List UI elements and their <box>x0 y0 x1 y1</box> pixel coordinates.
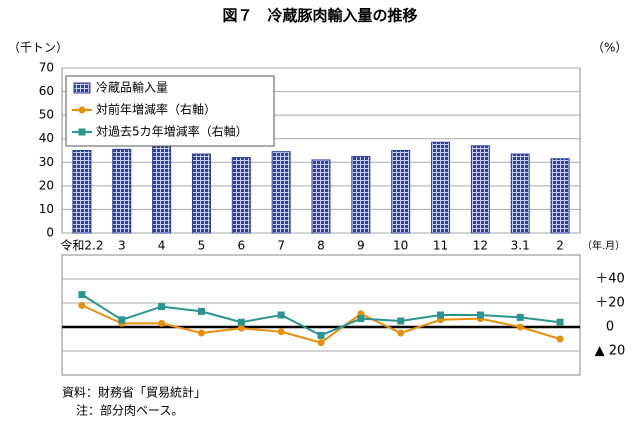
y-tick-label: 50 <box>39 108 54 122</box>
marker <box>158 319 166 327</box>
chart-title: 図７ 冷蔵豚肉輸入量の推移 <box>222 7 417 25</box>
x-tick-label: 5 <box>198 239 206 253</box>
legend-label: 対過去5カ年増減率（右軸） <box>96 124 248 139</box>
legend <box>65 75 275 147</box>
marker <box>317 339 325 347</box>
bar <box>231 157 251 234</box>
y2-tick-label: 0 <box>606 320 614 335</box>
x-axis-label: （年.月） <box>582 239 625 252</box>
marker <box>78 301 86 309</box>
marker <box>516 323 524 331</box>
y-tick-label: 20 <box>39 178 54 192</box>
bar <box>351 155 371 234</box>
y-tick-label: 70 <box>39 61 54 75</box>
x-tick-label: 10 <box>393 239 408 253</box>
bar <box>550 158 570 234</box>
x-tick-label: 2 <box>556 239 564 253</box>
x-tick-label: 3 <box>118 239 126 253</box>
marker <box>158 303 166 311</box>
marker <box>197 329 205 337</box>
marker <box>317 331 325 339</box>
bar <box>470 145 490 234</box>
legend-marker <box>78 128 86 136</box>
marker <box>237 318 245 326</box>
bar <box>391 150 411 234</box>
note: 注：部分肉ベース。 <box>76 403 183 418</box>
note: 資料：財務省「貿易統計」 <box>62 385 206 400</box>
bar <box>510 153 530 234</box>
bar <box>311 159 331 234</box>
x-tick-label: 12 <box>473 239 488 253</box>
marker <box>357 315 365 323</box>
marker <box>397 329 405 337</box>
marker <box>237 324 245 332</box>
marker <box>277 311 285 319</box>
y2-tick-label: ▲ 20 <box>595 344 626 359</box>
x-tick-label: 令和2.2 <box>60 238 103 253</box>
marker <box>516 313 524 321</box>
y-axis-label: （千トン） <box>8 41 68 55</box>
bar <box>271 151 291 234</box>
legend-label: 冷蔵品輸入量 <box>96 80 168 95</box>
y-tick-label: 0 <box>46 226 54 240</box>
bar <box>152 144 172 234</box>
y2-tick-label: ＋40 <box>595 272 625 287</box>
marker <box>397 317 405 325</box>
bar <box>72 150 92 234</box>
y2-tick-label: ＋20 <box>595 296 625 311</box>
x-tick-label: 9 <box>357 239 365 253</box>
marker <box>277 328 285 336</box>
marker <box>78 291 86 299</box>
x-tick-label: 4 <box>158 239 166 253</box>
bar <box>191 153 211 234</box>
y-tick-label: 30 <box>39 155 54 169</box>
marker <box>118 316 126 324</box>
plot-area <box>61 254 581 376</box>
marker <box>556 335 564 343</box>
marker <box>556 318 564 326</box>
y2-axis-label: （%） <box>592 41 627 55</box>
x-tick-label: 8 <box>317 239 325 253</box>
x-tick-label: 6 <box>237 239 245 253</box>
y-tick-label: 10 <box>39 202 54 216</box>
bar <box>431 141 451 234</box>
y-tick-label: 60 <box>39 84 54 98</box>
marker <box>437 311 445 319</box>
x-tick-label: 11 <box>433 239 448 253</box>
legend-swatch <box>73 82 91 94</box>
line <box>81 293 561 337</box>
legend-label: 対前年増減率（右軸） <box>96 102 216 117</box>
marker <box>197 307 205 315</box>
x-tick-label: 3.1 <box>511 239 530 253</box>
bar <box>112 148 132 234</box>
legend-marker <box>78 106 86 114</box>
marker <box>476 311 484 319</box>
x-tick-label: 7 <box>277 239 285 253</box>
y-tick-label: 40 <box>39 131 54 145</box>
